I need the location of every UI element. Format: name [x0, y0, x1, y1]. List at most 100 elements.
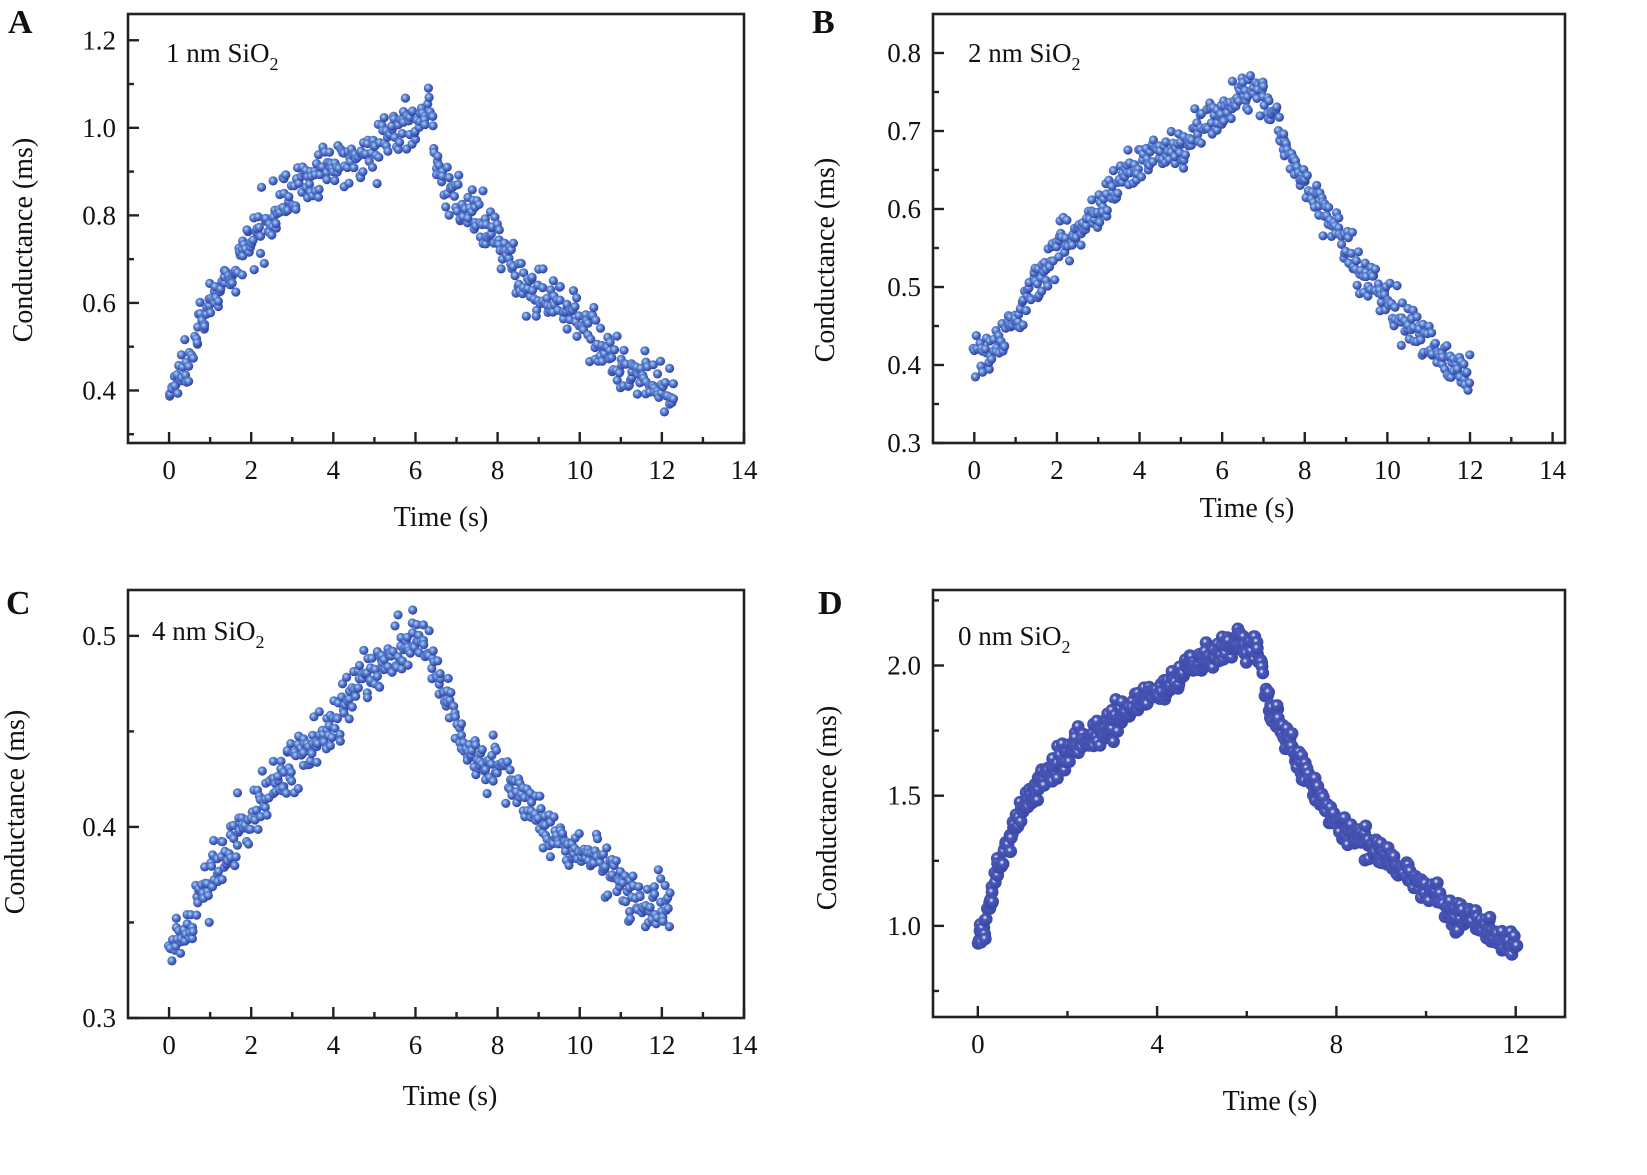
- panel-a-data-point: [496, 264, 506, 274]
- panel-d-ticks: 0 4 8 12 1.0 1.5 2.0: [887, 599, 1529, 1059]
- panel-a-ytick-label: 1.0: [82, 113, 116, 143]
- panel-a-data-point: [660, 378, 670, 388]
- panel-c-data-point: [298, 748, 308, 758]
- panel-c-data-point: [287, 776, 297, 786]
- panel-c-data-point: [649, 889, 660, 899]
- panel-a-data-point: [437, 171, 447, 181]
- panel-b-data-point: [1264, 96, 1274, 106]
- panel-a-data-point: [589, 302, 599, 313]
- panel-d-xtick-label: 8: [1330, 1029, 1344, 1059]
- panel-c-data-point: [488, 776, 498, 786]
- panel-c-data-point: [488, 730, 498, 740]
- panel-b-ytick-label: 0.6: [887, 194, 921, 224]
- panel-a-data-point: [248, 235, 258, 245]
- panel-a-data-point: [538, 264, 548, 274]
- panel-c-annotation: 4 nm SiO2: [152, 616, 265, 652]
- panel-a-data-point: [428, 111, 438, 121]
- panel-b-data-point: [984, 364, 994, 374]
- panel-b-xtick-label: 10: [1374, 455, 1401, 485]
- panel-c-data-point: [505, 765, 515, 775]
- panel-a-data-point: [494, 225, 504, 235]
- panel-a-data-point: [632, 389, 643, 399]
- panel-d-ytick-label: 1.0: [887, 911, 921, 941]
- panel-d-data-point: [1239, 655, 1253, 669]
- panel-b-xtick-label: 6: [1215, 455, 1229, 485]
- panel-c-ytick-label: 0.4: [82, 812, 116, 842]
- panel-a-data-point: [609, 345, 620, 355]
- panel-label-d: D: [818, 585, 843, 622]
- panel-a-data-point: [423, 83, 433, 93]
- panel-a-annotation: 1 nm SiO2: [166, 38, 279, 74]
- panel-b-data-point: [1336, 239, 1347, 249]
- panel-b-data-point: [1462, 367, 1472, 377]
- panel-b-data-point: [1397, 298, 1407, 308]
- panel-c-data-point: [645, 902, 655, 912]
- panel-c-data-point: [218, 837, 228, 847]
- panel-a-frame: [126, 12, 746, 445]
- panel-a-data-point: [586, 334, 596, 344]
- panel-a-data-point: [449, 191, 459, 201]
- panel-a-data-point: [324, 147, 335, 157]
- panel-d-data-point: [985, 885, 999, 899]
- panel-b-data-point: [1390, 302, 1400, 312]
- panel-c-data-point: [428, 646, 438, 656]
- panel-d-data-point: [1359, 819, 1373, 833]
- panel-a-ylabel: Conductance (ms): [8, 138, 39, 343]
- panel-a-data-point: [420, 120, 430, 130]
- panel-c-data-point: [446, 687, 456, 698]
- panel-a-data-point: [648, 360, 658, 370]
- panel-d-data-point: [1004, 844, 1018, 858]
- panel-a-data-point: [349, 163, 359, 173]
- panel-b-xtick-label: 2: [1050, 455, 1064, 485]
- panel-b-data-point: [1026, 295, 1036, 305]
- panel-a-xtick-label: 10: [566, 455, 593, 485]
- panel-a-data-point: [527, 272, 537, 282]
- panel-a-data-point: [570, 302, 580, 312]
- panel-b-data-point: [1021, 305, 1031, 316]
- panel-a-data-point: [267, 230, 277, 240]
- panel-c-data-point: [491, 745, 501, 755]
- panel-b-data-point: [1370, 264, 1380, 274]
- panel-a-data-point: [374, 152, 384, 162]
- panel-b-data-point: [1318, 231, 1328, 241]
- panel-b-data-point: [1245, 71, 1255, 81]
- panel-b-annotation: 2 nm SiO2: [968, 38, 1081, 74]
- panel-c-data-point: [335, 729, 345, 740]
- panel-label-b: B: [812, 4, 835, 41]
- panel-a-ytick-label: 0.8: [82, 200, 116, 230]
- panel-a-data-point: [531, 311, 541, 321]
- panel-c-xtick-label: 8: [491, 1030, 505, 1060]
- panel-c-data-point: [549, 812, 559, 822]
- panel-b-data-point: [1396, 340, 1406, 350]
- panel-c-data-point: [167, 956, 177, 966]
- panel-b-data-point: [1465, 350, 1475, 360]
- panel-c-data-point: [433, 656, 443, 666]
- panel-a-data-point: [467, 185, 477, 195]
- panel-a-data-point: [652, 369, 663, 379]
- panel-b-data-point: [1368, 271, 1378, 281]
- panel-b-data-point: [1095, 217, 1105, 227]
- panel-c-xtick-label: 6: [409, 1030, 423, 1060]
- panel-d-xlabel: Time (s): [1223, 1086, 1318, 1117]
- panel-b-data-point: [1062, 215, 1072, 225]
- panel-c-data-point: [243, 839, 254, 849]
- panel-d-frame: [931, 588, 1567, 1019]
- panel-c-data-point: [502, 757, 512, 767]
- panel-c-data-point: [335, 736, 345, 746]
- panel-d-data-point: [1250, 641, 1264, 655]
- panel-d-data-point: [978, 932, 992, 946]
- panel-c-data-point: [658, 916, 668, 926]
- panel-c-data-point: [412, 620, 422, 630]
- panel-b-data-point: [1312, 180, 1322, 190]
- panel-c-data-point: [477, 745, 487, 755]
- panel-b-data-point: [1346, 248, 1356, 258]
- panel-a-data-point: [407, 106, 418, 116]
- panel-b-data-point: [1180, 150, 1190, 160]
- panel-c-data-point: [536, 804, 546, 814]
- panel-b-data-point: [1464, 378, 1475, 388]
- panel-b-xtick-label: 8: [1298, 455, 1312, 485]
- panel-c-data-point: [611, 856, 621, 866]
- panel-c-data-point: [286, 767, 296, 777]
- panel-c-data-point: [353, 683, 363, 693]
